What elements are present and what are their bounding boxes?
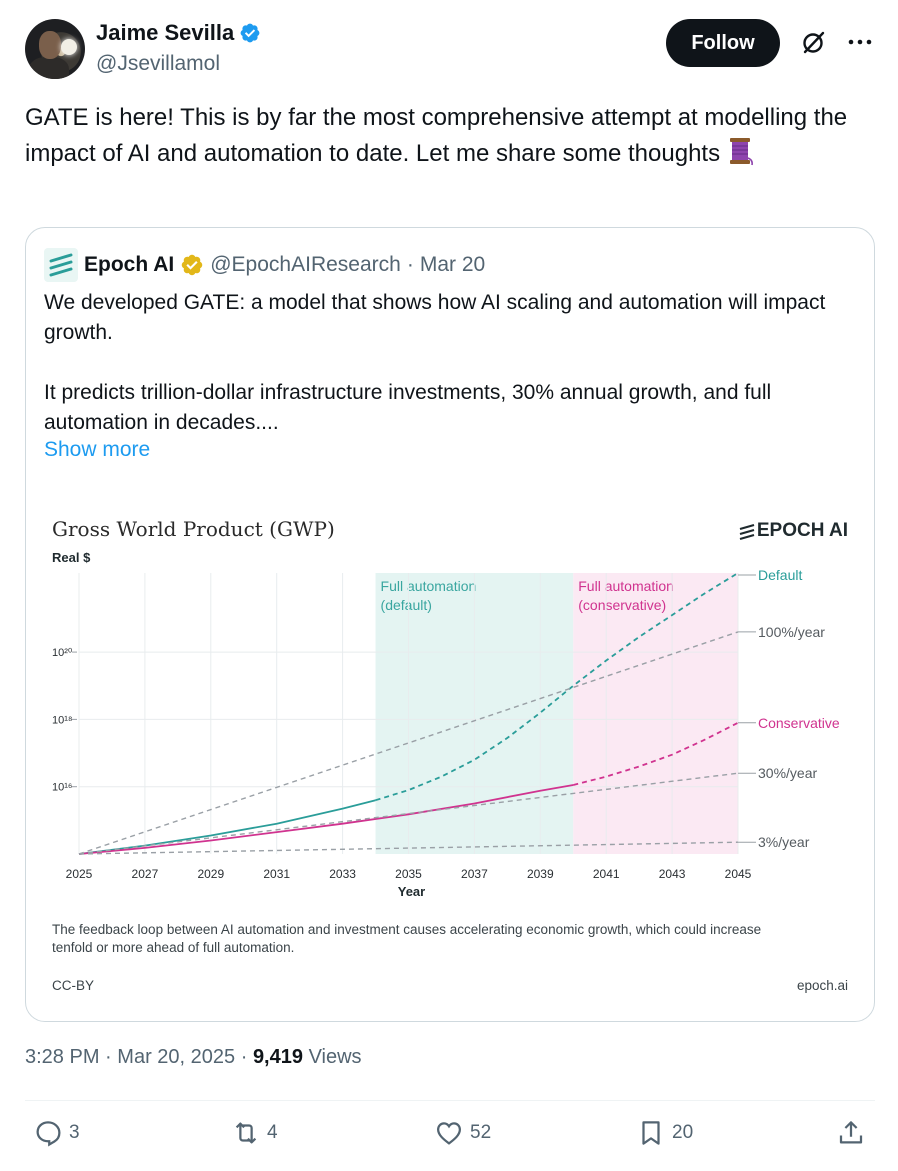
chart-ylabel: Real $ bbox=[52, 550, 91, 565]
y-tick-label: 10²⁰ bbox=[52, 647, 73, 659]
chart-caption-line-2: tenfold or more ahead of full automation… bbox=[52, 940, 294, 955]
quoted-tweet-header: Epoch AI @EpochAIResearch · Mar 20 bbox=[44, 248, 485, 282]
series-reference-line bbox=[78, 631, 739, 855]
x-tick-label: 2029 bbox=[197, 867, 224, 881]
author-handle[interactable]: @Jsevillamol bbox=[96, 52, 221, 75]
series-label: 3%/year bbox=[758, 834, 810, 850]
author-name[interactable]: Jaime Sevilla bbox=[96, 20, 235, 45]
thread-spool-icon bbox=[729, 138, 753, 166]
quoted-tweet-text: We developed GATE: a model that shows ho… bbox=[44, 288, 854, 468]
repost-icon bbox=[235, 1122, 257, 1144]
divider bbox=[25, 1100, 875, 1101]
share-button[interactable] bbox=[836, 1118, 866, 1148]
avatar-light bbox=[61, 39, 77, 55]
series-line-default-projection bbox=[375, 572, 739, 802]
bookmark-count: 20 bbox=[672, 1122, 694, 1143]
chart-title: Gross World Product (GWP) bbox=[52, 517, 335, 541]
tweet-date[interactable]: Mar 20, 2025 bbox=[117, 1046, 236, 1068]
quoted-author-name[interactable]: Epoch AI bbox=[84, 253, 175, 276]
chart-brand: EPOCH AI bbox=[757, 520, 848, 541]
author-name-row: Jaime Sevilla bbox=[96, 20, 261, 46]
avatar[interactable] bbox=[25, 19, 85, 79]
avatar-body bbox=[29, 57, 69, 79]
series-label: Conservative bbox=[758, 715, 840, 731]
heart-icon bbox=[436, 1122, 462, 1145]
meta-separator: · bbox=[240, 1046, 248, 1068]
x-tick-label: 2033 bbox=[329, 867, 356, 881]
bookmark-icon bbox=[642, 1121, 660, 1145]
reply-count: 3 bbox=[69, 1122, 80, 1143]
series-reference-line bbox=[78, 772, 739, 855]
series-label: 100%/year bbox=[758, 624, 825, 640]
series-reference-line bbox=[78, 841, 739, 855]
gold-verified-badge-icon bbox=[181, 254, 203, 276]
x-tick-label: 2043 bbox=[659, 867, 686, 881]
x-tick-label: 2025 bbox=[66, 867, 93, 881]
series-line-default bbox=[78, 799, 376, 855]
epoch-logo-icon bbox=[49, 253, 73, 277]
views-label: Views bbox=[308, 1046, 362, 1068]
y-tick-label: 10¹⁶ bbox=[52, 782, 72, 794]
quoted-paragraph: It predicts trillion-dollar infrastructu… bbox=[44, 381, 772, 434]
action-bar: 3 4 52 20 bbox=[0, 1118, 898, 1158]
chart-xlabel: Year bbox=[398, 884, 425, 899]
grok-icon[interactable] bbox=[800, 28, 828, 56]
share-icon bbox=[839, 1121, 863, 1144]
quoted-paragraph: We developed GATE: a model that shows ho… bbox=[44, 291, 826, 344]
series-label: Default bbox=[758, 567, 802, 583]
reply-button[interactable]: 3 bbox=[33, 1118, 80, 1148]
reply-icon bbox=[36, 1121, 61, 1147]
gwp-chart: Gross World Product (GWP) EPOCH AI Real … bbox=[52, 517, 848, 993]
x-tick-label: 2037 bbox=[461, 867, 488, 881]
meta-separator: · bbox=[406, 253, 414, 276]
tweet-body: GATE is here! This is by far the most co… bbox=[25, 104, 848, 167]
chart-caption-line-1: The feedback loop between AI automation … bbox=[52, 922, 761, 937]
chart-source: epoch.ai bbox=[797, 978, 848, 993]
series-label: 30%/year bbox=[758, 765, 817, 781]
meta-separator: · bbox=[105, 1046, 112, 1068]
region-label: (conservative) bbox=[578, 597, 666, 613]
repost-count: 4 bbox=[267, 1122, 278, 1143]
epoch-ai-avatar[interactable] bbox=[44, 248, 78, 282]
like-count: 52 bbox=[470, 1122, 492, 1143]
more-options-icon[interactable] bbox=[846, 33, 874, 51]
tweet-text: GATE is here! This is by far the most co… bbox=[25, 100, 875, 172]
avatar-face bbox=[39, 31, 61, 59]
x-tick-label: 2045 bbox=[725, 867, 752, 881]
quoted-date[interactable]: Mar 20 bbox=[419, 253, 486, 276]
show-more-link[interactable]: Show more bbox=[44, 438, 151, 461]
quoted-author-handle[interactable]: @EpochAIResearch bbox=[210, 253, 401, 276]
tweet-time[interactable]: 3:28 PM bbox=[25, 1046, 100, 1068]
views-count: 9,419 bbox=[252, 1046, 303, 1068]
region-label: (default) bbox=[381, 597, 432, 613]
like-button[interactable]: 52 bbox=[434, 1118, 491, 1148]
x-tick-label: 2027 bbox=[132, 867, 159, 881]
tweet-header: Jaime Sevilla @Jsevillamol Follow bbox=[0, 0, 898, 96]
x-tick-label: 2035 bbox=[395, 867, 422, 881]
y-tick-label: 10¹⁸ bbox=[52, 714, 73, 726]
gwp-chart-image[interactable]: Gross World Product (GWP) EPOCH AI Real … bbox=[26, 498, 874, 1021]
brand-logo-icon bbox=[739, 523, 755, 541]
x-tick-label: 2039 bbox=[527, 867, 554, 881]
series-line-conservative-projection bbox=[573, 721, 739, 786]
quoted-tweet-card[interactable]: Epoch AI @EpochAIResearch · Mar 20 We de… bbox=[25, 227, 875, 1022]
bookmark-button[interactable]: 20 bbox=[636, 1118, 693, 1148]
chart-license: CC-BY bbox=[52, 978, 94, 993]
tweet-meta: 3:28 PM · Mar 20, 2025 · 9,419 Views bbox=[25, 1046, 362, 1069]
series-line-conservative bbox=[78, 784, 574, 855]
region-label: Full automation bbox=[381, 578, 477, 594]
region-label: Full automation bbox=[578, 578, 674, 594]
automation-region bbox=[573, 573, 738, 854]
x-tick-label: 2031 bbox=[263, 867, 290, 881]
follow-button[interactable]: Follow bbox=[666, 19, 780, 67]
repost-button[interactable]: 4 bbox=[231, 1118, 278, 1148]
x-tick-label: 2041 bbox=[593, 867, 620, 881]
verified-badge-icon bbox=[240, 23, 260, 43]
